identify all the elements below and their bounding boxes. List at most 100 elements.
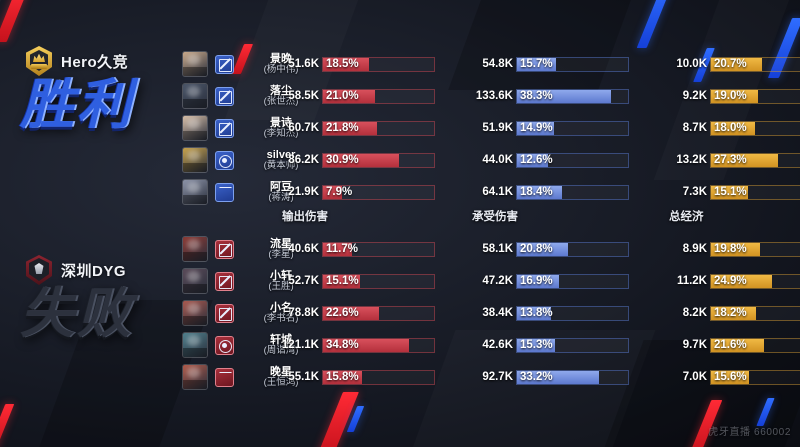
- total_gold-cell: 8.2K 18.2%: [638, 297, 800, 329]
- loser-team-name: 深圳DYG: [61, 262, 127, 280]
- avatar: [182, 300, 208, 326]
- damage_taken-value: 58.1K: [482, 243, 513, 255]
- assassin-icon: [215, 303, 234, 323]
- damage_dealt-value: 51.6K: [288, 58, 319, 70]
- damage_taken-value: 44.0K: [482, 154, 513, 166]
- total_gold-bar-fill: [711, 243, 760, 256]
- damage_taken-percent: 13.8%: [520, 307, 553, 319]
- total_gold-value: 8.9K: [682, 243, 707, 255]
- damage_dealt-bar-track: [322, 89, 435, 104]
- total_gold-cell: 9.2K 19.0%: [638, 80, 800, 112]
- player-nickname: 落尘: [270, 84, 292, 97]
- player-nickname: 晚星: [270, 365, 292, 378]
- damage_taken-value: 133.6K: [475, 90, 513, 102]
- damage_dealt-bar-fill: [323, 371, 362, 384]
- damage_taken-cell: 47.2K 16.9%: [444, 265, 629, 297]
- total_gold-cell: 8.9K 19.8%: [638, 233, 800, 265]
- damage_dealt-bar-track: [322, 185, 435, 200]
- damage_taken-value: 51.9K: [482, 122, 513, 134]
- total_gold-percent: 24.9%: [714, 275, 747, 287]
- damage_dealt-percent: 15.1%: [326, 275, 359, 287]
- total_gold-bar-track: [710, 242, 800, 257]
- damage_dealt-cell: 58.5K 21.0%: [250, 80, 435, 112]
- damage_taken-bar-track: [516, 274, 629, 289]
- damage_dealt-bar-track: [322, 370, 435, 385]
- damage_dealt-bar-track: [322, 121, 435, 136]
- player-name: 阿豆 (蒋涛): [242, 181, 320, 204]
- damage_dealt-bar-track: [322, 57, 435, 72]
- damage_taken-bar-track: [516, 121, 629, 136]
- total_gold-percent: 19.8%: [714, 243, 747, 255]
- total_gold-percent: 27.3%: [714, 154, 747, 166]
- assassin-icon: [215, 54, 234, 74]
- damage_dealt-value: 86.2K: [288, 154, 319, 166]
- total_gold-bar-fill: [711, 122, 756, 135]
- total_gold-percent: 15.6%: [714, 371, 747, 383]
- damage_dealt-value: 52.7K: [288, 275, 319, 287]
- damage_dealt-value: 60.7K: [288, 122, 319, 134]
- damage_taken-percent: 12.6%: [520, 154, 553, 166]
- total_gold-bar-track: [710, 370, 800, 385]
- player-nickname: silver: [266, 148, 296, 161]
- decor-streak-red: [0, 404, 15, 447]
- total_gold-percent: 20.7%: [714, 58, 747, 70]
- damage_dealt-cell: 21.9K 7.9%: [250, 176, 435, 208]
- total_gold-bar-fill: [711, 154, 779, 167]
- assassin-icon: [215, 118, 234, 138]
- loser-team-line: 深圳DYG: [0, 255, 178, 285]
- damage_taken-bar-fill: [517, 122, 554, 135]
- damage_dealt-percent: 7.9%: [326, 186, 353, 198]
- damage_dealt-bar-track: [322, 274, 435, 289]
- damage_taken-bar-fill: [517, 371, 599, 384]
- damage_dealt-cell: 78.8K 22.6%: [250, 297, 435, 329]
- player-nickname: 轩城: [270, 333, 292, 346]
- damage_dealt-percent: 11.7%: [326, 243, 358, 255]
- player-realname: (李知杰): [263, 127, 299, 139]
- player-nickname: 流星: [270, 237, 292, 250]
- damage_dealt-percent: 18.5%: [326, 58, 359, 70]
- avatar: [182, 115, 208, 141]
- player-realname: (黄本帅): [263, 159, 299, 171]
- total_gold-cell: 9.7K 21.6%: [638, 329, 800, 361]
- player-stats-table: 景晚(杨中伟)51.6K18.5%54.8K15.7%10.0K20.7%38%…: [182, 0, 800, 447]
- player-name: 景晚 (杨中伟): [242, 53, 320, 76]
- avatar: [182, 83, 208, 109]
- total_gold-value: 13.2K: [676, 154, 707, 166]
- damage_dealt-percent: 22.6%: [326, 307, 359, 319]
- total_gold-percent: 15.1%: [714, 186, 747, 198]
- decor-streak-red: [0, 0, 30, 42]
- player-name: 轩城 (周诣湾): [242, 334, 320, 357]
- player-nickname: 小名: [270, 301, 292, 314]
- player-nickname: 阿豆: [270, 180, 292, 193]
- player-nickname: 景诗: [270, 116, 292, 129]
- table-row[interactable]: silver (黄本帅) 86.2K 30.9% 44.0K 12.6% 13.2K 27.3…: [182, 144, 800, 176]
- winner-team-name: Hero久竞: [61, 53, 129, 71]
- damage_taken-percent: 33.2%: [520, 371, 553, 383]
- damage_taken-bar-fill: [517, 58, 556, 71]
- total_gold-value: 9.7K: [682, 339, 707, 351]
- player-name: 落尘 (张世杰): [242, 85, 320, 108]
- damage_taken-bar-fill: [517, 339, 555, 352]
- player-realname: (张世杰): [263, 95, 299, 107]
- damage_dealt-percent: 30.9%: [326, 154, 359, 166]
- winner-team-line: Hero久竞: [0, 46, 178, 76]
- damage_dealt-cell: 121.1K 34.8%: [250, 329, 435, 361]
- hero-crest-icon: [26, 46, 52, 76]
- damage_taken-percent: 14.9%: [520, 122, 553, 134]
- total_gold-cell: 8.7K 18.0%: [638, 112, 800, 144]
- total_gold-bar-fill: [711, 371, 750, 384]
- player-name: 晚星 (王恒鸿): [242, 366, 320, 389]
- winner-team-block: Hero久竞 胜利: [0, 46, 178, 132]
- mage-icon: [215, 335, 234, 355]
- total_gold-bar-track: [710, 121, 800, 136]
- damage_dealt-bar-fill: [323, 339, 409, 352]
